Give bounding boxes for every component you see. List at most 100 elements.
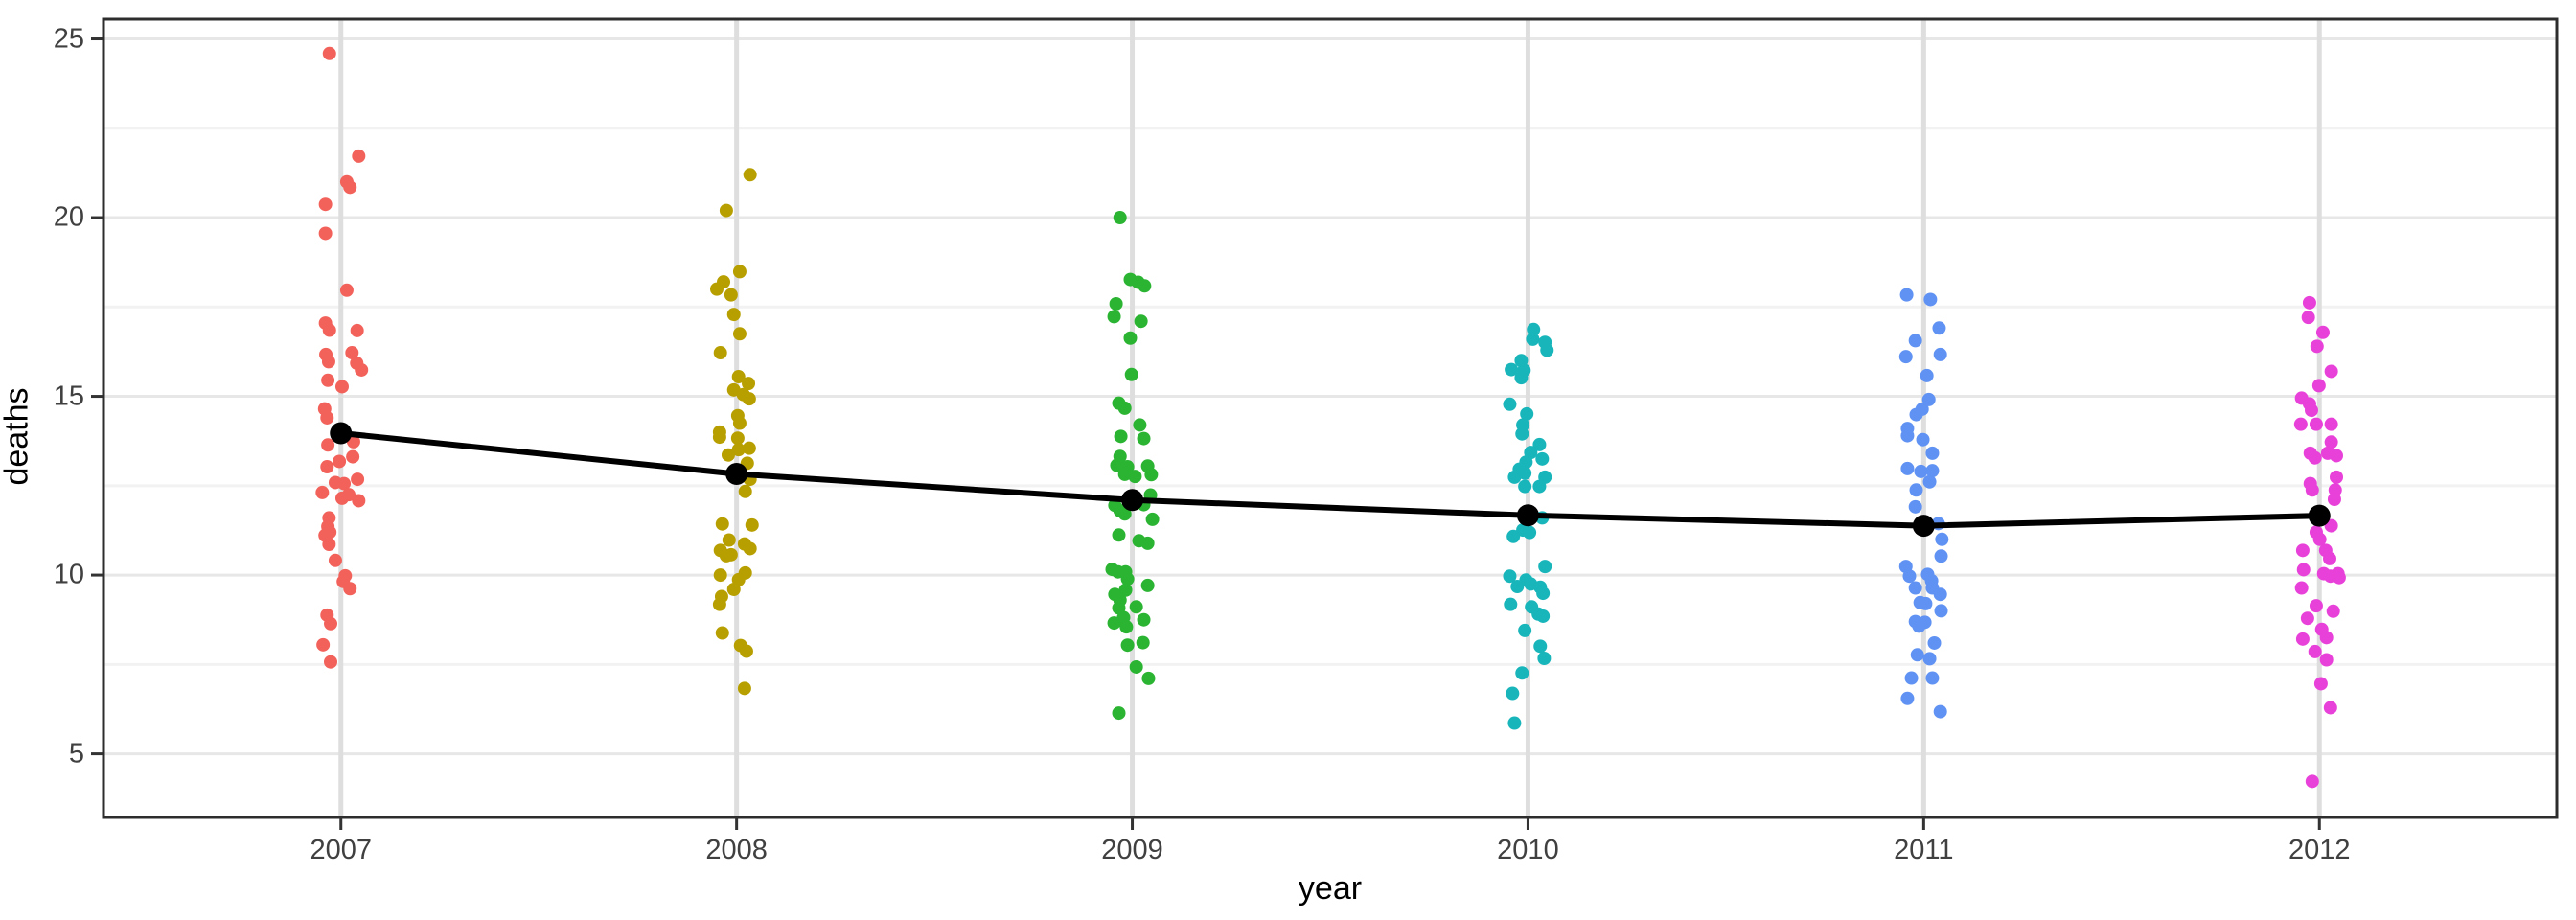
data-point xyxy=(2295,543,2310,558)
data-point xyxy=(1120,572,1135,586)
data-point xyxy=(2312,532,2327,546)
data-point xyxy=(2324,435,2338,449)
x-tick-label: 2007 xyxy=(310,835,372,865)
data-point xyxy=(1515,426,1530,441)
data-point xyxy=(1910,648,1924,662)
data-point xyxy=(2293,417,2308,431)
data-point xyxy=(1123,331,1138,345)
data-point xyxy=(724,288,738,302)
data-point xyxy=(321,373,335,387)
data-point xyxy=(1117,507,1132,521)
data-point xyxy=(1504,597,1518,611)
data-point xyxy=(1137,612,1151,627)
data-point xyxy=(742,377,756,391)
data-point xyxy=(2305,774,2319,789)
data-point xyxy=(2319,631,2334,645)
data-point xyxy=(2308,450,2322,465)
data-point xyxy=(1119,620,1134,634)
y-tick-label: 25 xyxy=(53,23,84,55)
data-point xyxy=(2305,483,2319,497)
data-point xyxy=(318,226,333,241)
data-point xyxy=(322,323,336,337)
data-point xyxy=(712,430,726,445)
data-point xyxy=(2294,581,2309,595)
data-point xyxy=(334,491,349,505)
data-point xyxy=(722,533,736,547)
data-point xyxy=(1503,397,1517,411)
mean-point xyxy=(725,463,748,486)
data-point xyxy=(2315,325,2330,339)
data-point xyxy=(1934,604,1948,618)
data-point xyxy=(721,448,735,462)
data-point xyxy=(1927,635,1942,650)
data-point xyxy=(2310,339,2324,354)
data-point xyxy=(2322,551,2336,565)
data-point xyxy=(324,655,338,669)
data-point xyxy=(1144,468,1159,482)
data-point xyxy=(351,472,365,487)
mean-line xyxy=(340,429,2320,529)
data-point xyxy=(2309,599,2323,613)
data-point xyxy=(2326,604,2340,618)
data-point xyxy=(1120,638,1135,653)
data-point xyxy=(1518,623,1532,637)
data-point xyxy=(1136,635,1150,650)
data-point xyxy=(2301,310,2315,325)
data-point xyxy=(2324,417,2338,431)
data-point xyxy=(1538,560,1552,574)
data-point xyxy=(1900,461,1915,475)
data-point xyxy=(1899,288,1914,302)
data-point xyxy=(1112,706,1126,721)
data-point xyxy=(1922,652,1937,666)
data-point xyxy=(2330,448,2344,463)
data-point xyxy=(343,582,357,596)
data-point xyxy=(1909,407,1923,422)
data-point xyxy=(352,149,366,163)
data-point xyxy=(1515,666,1530,680)
data-point xyxy=(2300,611,2314,626)
data-point xyxy=(731,443,746,457)
data-point xyxy=(1912,619,1926,633)
data-point xyxy=(1138,279,1152,293)
data-point xyxy=(2319,653,2334,667)
x-axis-title: year xyxy=(1298,870,1363,907)
data-point xyxy=(1117,467,1132,481)
data-point xyxy=(1925,446,1940,460)
data-point xyxy=(324,616,338,631)
data-point xyxy=(719,203,733,218)
data-point xyxy=(1520,406,1534,421)
data-point xyxy=(1537,651,1552,665)
data-point xyxy=(322,46,336,60)
data-point xyxy=(1908,581,1922,595)
data-point xyxy=(2305,403,2318,418)
data-point xyxy=(1935,532,1949,546)
data-point xyxy=(1914,464,1928,478)
data-point xyxy=(322,537,336,551)
data-point xyxy=(355,362,369,377)
data-point xyxy=(1510,580,1525,594)
data-point xyxy=(745,518,759,532)
data-point xyxy=(738,484,752,498)
data-point xyxy=(715,517,729,531)
data-point xyxy=(1507,470,1522,484)
data-point xyxy=(2296,563,2311,577)
x-tick-label: 2012 xyxy=(2288,835,2351,865)
data-point xyxy=(316,637,331,652)
mean-point xyxy=(1912,515,1935,538)
data-point xyxy=(2308,644,2322,658)
x-tick-label: 2010 xyxy=(1497,835,1559,865)
data-point xyxy=(1505,362,1519,377)
data-point xyxy=(1919,596,1933,610)
data-point xyxy=(1535,451,1550,466)
data-point xyxy=(333,454,347,469)
data-point xyxy=(1533,639,1548,654)
data-point xyxy=(732,327,747,341)
data-point xyxy=(1141,671,1156,685)
data-point xyxy=(343,180,357,195)
data-point xyxy=(743,168,757,182)
data-point xyxy=(1514,371,1529,385)
data-point xyxy=(1934,549,1948,564)
data-point xyxy=(1134,314,1148,329)
